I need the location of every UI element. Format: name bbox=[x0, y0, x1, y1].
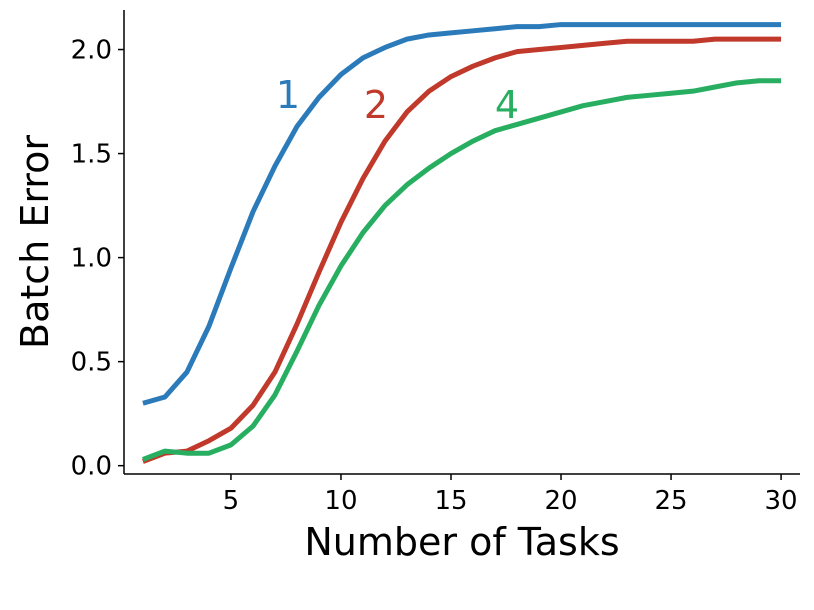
x-tick-label: 15 bbox=[434, 486, 467, 516]
series-label: 2 bbox=[364, 83, 388, 127]
x-tick-label: 30 bbox=[765, 486, 798, 516]
x-tick-label: 25 bbox=[655, 486, 688, 516]
y-axis-label: Batch Error bbox=[13, 135, 57, 349]
series-line bbox=[142, 36, 782, 464]
y-tick-label: 0.0 bbox=[71, 452, 112, 482]
series-line bbox=[142, 78, 782, 462]
y-tick-label: 1.5 bbox=[71, 140, 112, 170]
x-tick-label: 20 bbox=[544, 486, 577, 516]
y-tick-label: 0.5 bbox=[71, 348, 112, 378]
y-tick-label: 1.0 bbox=[71, 244, 112, 274]
x-tick-label: 10 bbox=[324, 486, 357, 516]
series-label: 4 bbox=[495, 83, 519, 127]
y-tick-label: 2.0 bbox=[71, 36, 112, 66]
x-axis-label: Number of Tasks bbox=[304, 520, 619, 564]
series-label: 1 bbox=[276, 73, 300, 117]
x-tick-label: 5 bbox=[223, 486, 240, 516]
series-line bbox=[142, 22, 782, 406]
